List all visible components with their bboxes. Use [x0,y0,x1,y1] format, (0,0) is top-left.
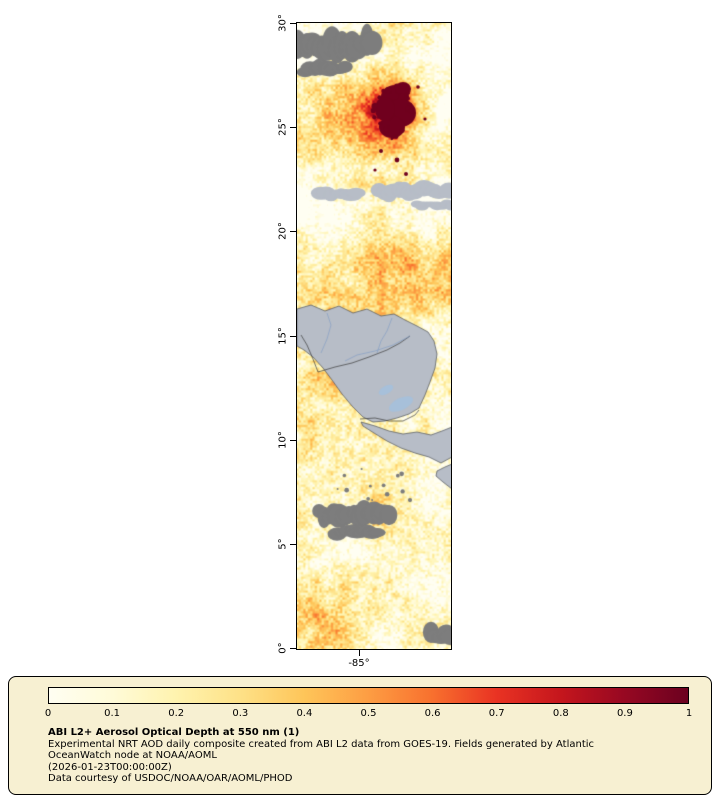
lat-tick-label: 10° [277,431,289,449]
colorbar-tick-label: 0.3 [232,708,249,719]
lat-tick-label: 20° [277,222,289,240]
lat-tick [290,440,296,441]
legend-title: ABI L2+ Aerosol Optical Depth at 550 nm … [48,727,300,738]
legend-panel: 0 0.1 0.2 0.3 0.4 0.5 0.6 0.7 0.8 0.9 1 … [8,676,712,795]
colorbar-tick-label: 0.4 [296,708,313,719]
lon-tick-label: -85° [348,658,370,669]
legend-timestamp: (2026-01-23T00:00:00Z) [48,761,172,773]
lat-tick [290,231,296,232]
colorbar-scale: 0 0.1 0.2 0.3 0.4 0.5 0.6 0.7 0.8 0.9 1 [44,687,693,723]
lon-tick [359,650,360,656]
colorbar-tick-label: 0.7 [488,708,505,719]
legend-text-block: ABI L2+ Aerosol Optical Depth at 550 nm … [48,727,689,785]
colorbar-tick-label: 1 [685,708,693,719]
lat-tick [290,127,296,128]
colorbar [48,687,689,704]
colorbar-tick-label: 0.5 [360,708,377,719]
aod-raster-canvas [296,22,452,650]
lat-tick-label: 30° [277,14,289,32]
lat-tick [290,648,296,649]
colorbar-tick-label: 0.1 [104,708,121,719]
aod-map-frame: 30° 25° 20° 15° 10° 5° 0° -85° [278,14,452,669]
lat-tick-label: 25° [277,118,289,136]
lat-tick-label: 15° [277,327,289,345]
lat-tick [290,23,296,24]
lat-tick [290,544,296,545]
legend-description: Experimental NRT AOD daily composite cre… [48,738,595,762]
lat-tick-label: 5° [277,538,289,550]
colorbar-tick-label: 0 [44,708,52,719]
colorbar-tick-label: 0.8 [552,708,569,719]
colorbar-tick-label: 0.2 [168,708,185,719]
colorbar-tick-label: 0.9 [616,708,633,719]
colorbar-tick-label: 0.6 [424,708,441,719]
legend-credit: Data courtesy of USDOC/NOAA/OAR/AOML/PHO… [48,773,293,784]
lat-tick-label: 0° [277,642,289,654]
lat-tick [290,336,296,337]
